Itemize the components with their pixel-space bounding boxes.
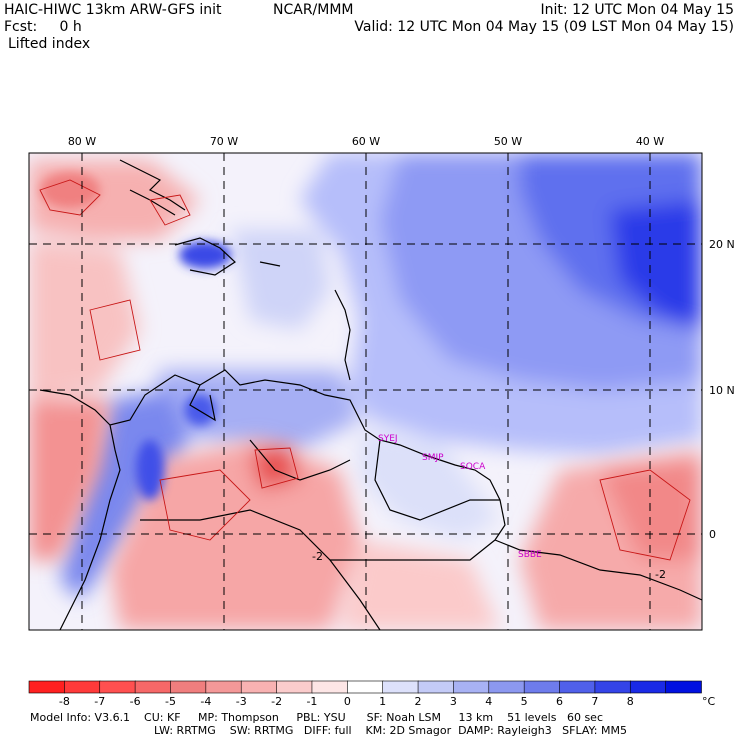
footer-model-info: Model Info: V3.6.1 CU: KF MP: Thompson P…	[30, 711, 603, 724]
lon-label: 80 W	[68, 135, 96, 148]
colorbar-tick-label: 6	[556, 695, 564, 708]
colorbar-tick-label: 4	[485, 695, 493, 708]
colorbar-swatch	[99, 680, 136, 694]
lat-label: 20 N	[709, 238, 735, 251]
colorbar-swatch	[240, 680, 278, 694]
colorbar-swatch	[64, 680, 101, 694]
field-name: Lifted index	[8, 36, 91, 52]
colorbar-swatch	[559, 680, 596, 694]
station-label: SOCA	[460, 462, 486, 472]
colorbar-swatch	[523, 680, 561, 694]
colorbar-swatch	[276, 680, 313, 694]
contours	[39, 179, 691, 561]
valid-time: Valid: 12 UTC Mon 04 May 15 (09 LST Mon …	[354, 19, 734, 35]
colorbar-swatch	[347, 680, 384, 694]
colorbar	[28, 680, 702, 694]
lon-label: 60 W	[352, 135, 380, 148]
colorbar-tick-label: -2	[271, 695, 283, 708]
station-label: SBBE	[518, 550, 542, 560]
colorbar-swatch	[134, 680, 172, 694]
colorbar-tick-label: 8	[626, 695, 634, 708]
colorbar-swatch	[382, 680, 419, 694]
colorbar-tick-label: 1	[379, 695, 387, 708]
contour-label: -2	[312, 550, 323, 563]
colorbar-swatch	[665, 680, 702, 694]
map-frame	[28, 152, 703, 631]
colorbar-tick-label: 2	[414, 695, 422, 708]
lat-label: 10 N	[709, 384, 735, 397]
colorbar-swatch	[417, 680, 455, 694]
colorbar-swatch	[453, 680, 490, 694]
colorbar-swatch	[488, 680, 525, 694]
colorbar-swatch	[594, 680, 632, 694]
colorbar-swatch	[28, 680, 66, 694]
colorbar-tick-label: -1	[306, 695, 318, 708]
init-time: Init: 12 UTC Mon 04 May 15	[540, 2, 734, 18]
colorbar-tick-label: 7	[591, 695, 599, 708]
lon-label: 50 W	[494, 135, 522, 148]
title-left: HAIC-HIWC 13km ARW-GFS init	[4, 2, 222, 18]
colorbar-swatch	[205, 680, 243, 694]
station-label: SMJP	[422, 453, 444, 463]
lon-label: 40 W	[636, 135, 664, 148]
colorbar-tick-label: -8	[58, 695, 70, 708]
colorbar-tick-label: -3	[235, 695, 247, 708]
colorbar-tick-label: -5	[164, 695, 176, 708]
colorbar-tick-label: -4	[200, 695, 212, 708]
colorbar-swatch	[170, 680, 207, 694]
colorbar-swatch	[311, 680, 349, 694]
forecast-hour: Fcst: 0 h	[4, 19, 82, 35]
station-label: SYEJ	[378, 434, 398, 444]
colorbar-tick-label: 5	[520, 695, 528, 708]
colorbar-tick-label: 0	[343, 695, 351, 708]
colorbar-tick-label: -7	[94, 695, 106, 708]
colorbar-tick-label: 3	[449, 695, 457, 708]
colorbar-tick-label: -6	[129, 695, 141, 708]
title-center: NCAR/MMM	[273, 2, 354, 18]
lat-lon-grid	[29, 153, 702, 630]
lon-label: 70 W	[210, 135, 238, 148]
footer-physics: LW: RRTMG SW: RRTMG DIFF: full KM: 2D Sm…	[154, 724, 627, 737]
colorbar-swatch	[629, 680, 667, 694]
lat-label: 0	[709, 528, 716, 541]
colorbar-unit: °C	[702, 695, 716, 708]
contour-label: -2	[655, 568, 666, 581]
